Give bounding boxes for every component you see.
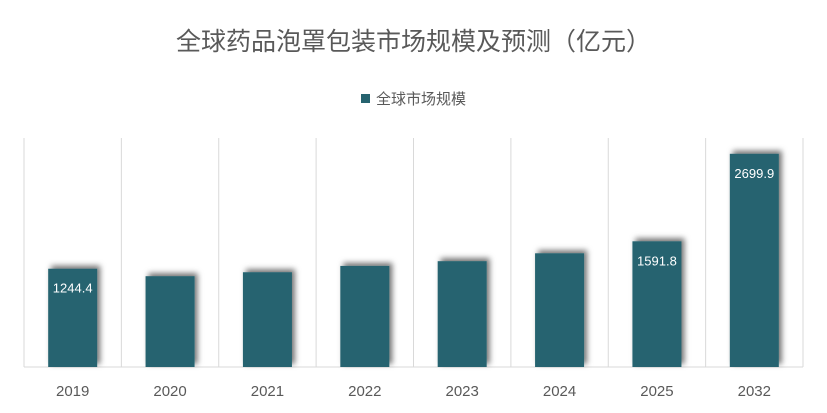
x-tick-label-2022: 2022: [348, 383, 381, 400]
legend: 全球市场规模: [0, 88, 827, 109]
x-tick-label-2019: 2019: [56, 383, 89, 400]
x-tick-label-2020: 2020: [153, 383, 186, 400]
bar-2032: [729, 153, 779, 367]
chart-title: 全球药品泡罩包装市场规模及预测（亿元）: [175, 27, 651, 56]
x-tick-label-2024: 2024: [543, 383, 576, 400]
bar-2022: [340, 265, 390, 367]
bar-2023: [437, 261, 487, 367]
bar-2025: [632, 241, 682, 367]
x-tick-label-2021: 2021: [251, 383, 284, 400]
bar-2020: [145, 276, 195, 367]
legend-label: 全球市场规模: [375, 90, 466, 108]
legend-swatch: [360, 94, 370, 103]
data-label-2019: 1244.4: [53, 281, 93, 296]
data-label-2032: 2699.9: [734, 166, 774, 181]
x-tick-label-2025: 2025: [640, 383, 673, 400]
data-label-2025: 1591.8: [637, 253, 677, 268]
bar-2024: [535, 253, 585, 367]
bar-2021: [242, 272, 292, 367]
x-tick-label-2023: 2023: [446, 383, 479, 400]
x-tick-label-2032: 2032: [738, 383, 771, 400]
bar-2019: [48, 268, 98, 367]
